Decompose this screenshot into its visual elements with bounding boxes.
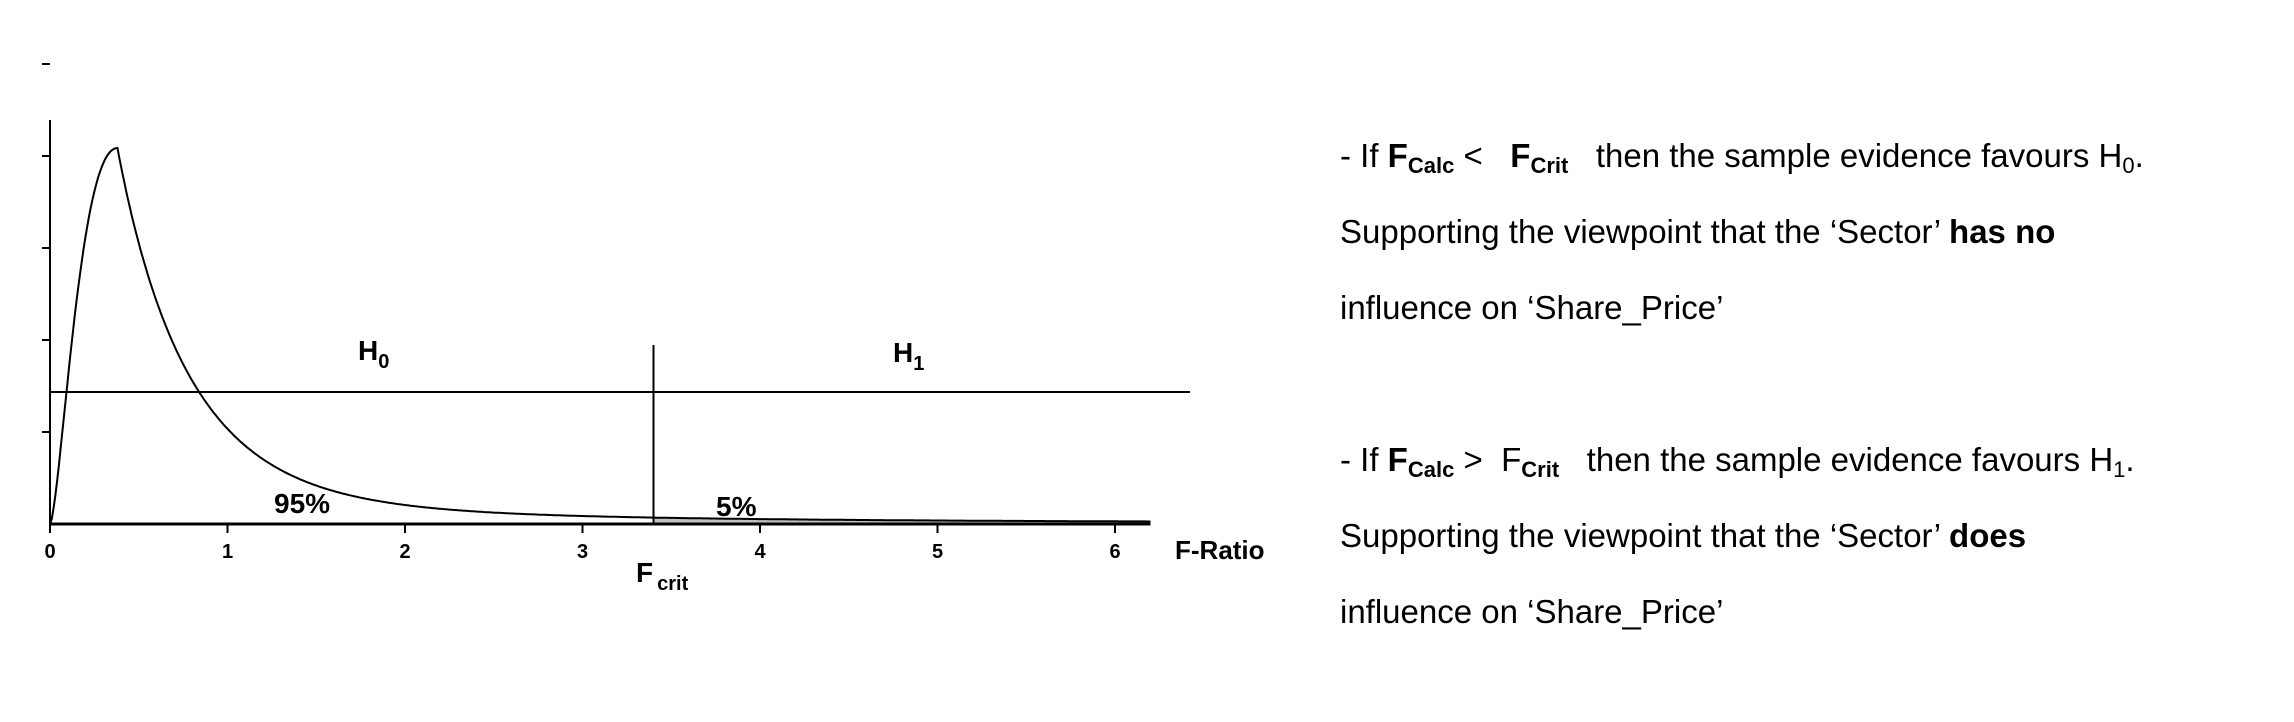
x-axis-label: F-Ratio <box>1175 535 1265 565</box>
region-label-h0: H0 <box>358 335 389 373</box>
block1-line1: - If FCalc < FCrit then the sample evide… <box>1340 137 2144 178</box>
f-calc-term: FCalc <box>1387 137 1455 178</box>
acceptance-percent-label: 95% <box>274 488 330 519</box>
x-tick-label: 3 <box>577 541 588 563</box>
x-tick-label: 5 <box>932 541 943 563</box>
x-tick-label: 2 <box>399 541 410 563</box>
block1-line3: influence on ‘Share_Price’ <box>1340 289 1724 326</box>
x-tick-label: 1 <box>222 541 233 563</box>
hypothesis-explanation-panel: - If FCalc < FCrit then the sample evide… <box>1340 118 2280 650</box>
block2-line1: - If FCalc > FCrit then the sample evide… <box>1340 441 2135 482</box>
axes-layer: 0 1 2 3 4 5 6 <box>42 63 1190 563</box>
block2-line3: influence on ‘Share_Price’ <box>1340 593 1724 630</box>
f-calc-term: FCalc <box>1387 441 1455 482</box>
f-crit-term: FCrit <box>1510 137 1569 178</box>
region-label-h1: H1 <box>893 337 924 375</box>
x-tick-label: 6 <box>1109 541 1120 563</box>
x-tick-label: 0 <box>44 541 55 563</box>
rejection-percent-label: 5% <box>716 491 757 522</box>
f-crit-term: FCrit <box>1501 441 1560 482</box>
f-distribution-curve <box>49 146 1151 525</box>
curve-layer <box>49 146 1151 525</box>
x-tick-label: 4 <box>754 541 766 563</box>
block1-line2: Supporting the viewpoint that the ‘Secto… <box>1340 213 2056 250</box>
block2-line2: Supporting the viewpoint that the ‘Secto… <box>1340 517 2027 554</box>
